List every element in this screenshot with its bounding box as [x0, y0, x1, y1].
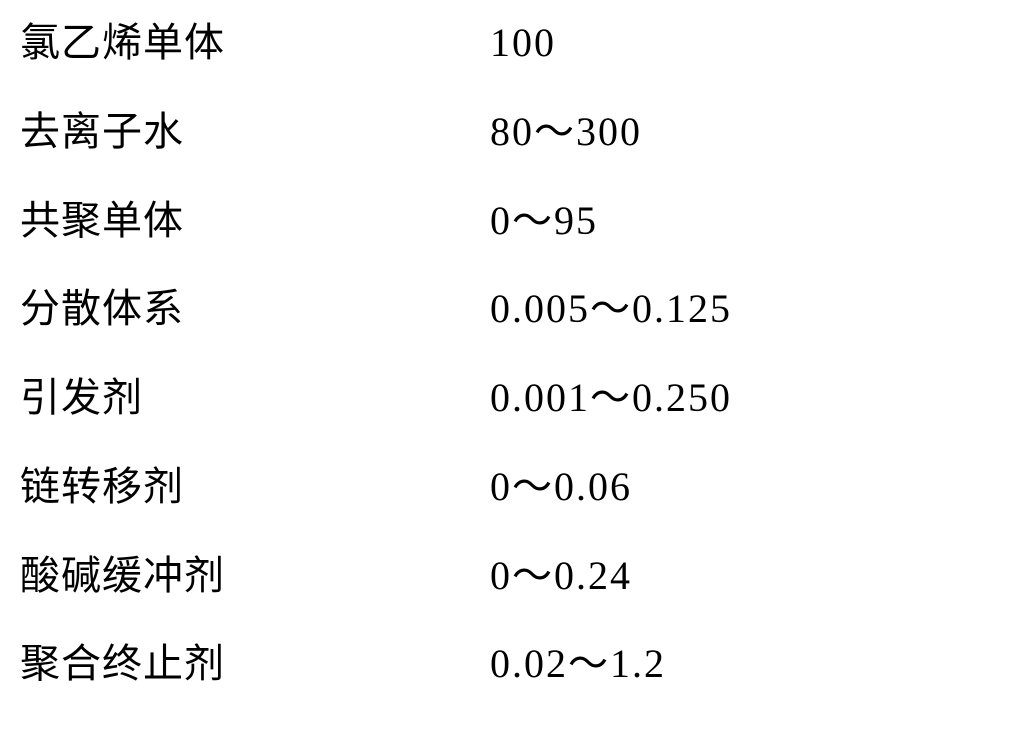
- row-label: 氯乙烯单体: [20, 10, 490, 68]
- table-row: 引发剂 0.001～0.250: [20, 365, 1002, 454]
- row-label: 链转移剂: [20, 454, 490, 512]
- row-label: 聚合终止剂: [20, 631, 490, 689]
- row-label: 共聚单体: [20, 188, 490, 246]
- table-row: 去离子水 80～300: [20, 99, 1002, 188]
- table-row: 氯乙烯单体 100: [20, 10, 1002, 99]
- table-row: 共聚单体 0～95: [20, 188, 1002, 277]
- table-row: 聚合终止剂 0.02～1.2: [20, 631, 1002, 720]
- table-row: 分散体系 0.005～0.125: [20, 276, 1002, 365]
- row-label: 酸碱缓冲剂: [20, 543, 490, 601]
- table-row: 酸碱缓冲剂 0～0.24: [20, 543, 1002, 632]
- row-value: 0～0.06: [490, 454, 632, 512]
- row-label: 分散体系: [20, 276, 490, 334]
- row-value: 0～95: [490, 188, 598, 246]
- row-value: 0～0.24: [490, 543, 632, 601]
- formula-table: 氯乙烯单体 100 去离子水 80～300 共聚单体 0～95 分散体系 0.0…: [0, 0, 1022, 730]
- row-label: 引发剂: [20, 365, 490, 423]
- row-value: 0.02～1.2: [490, 631, 666, 689]
- row-value: 80～300: [490, 99, 642, 157]
- row-value: 100: [490, 19, 556, 66]
- table-row: 链转移剂 0～0.06: [20, 454, 1002, 543]
- row-label: 去离子水: [20, 99, 490, 157]
- row-value: 0.001～0.250: [490, 365, 732, 423]
- row-value: 0.005～0.125: [490, 276, 732, 334]
